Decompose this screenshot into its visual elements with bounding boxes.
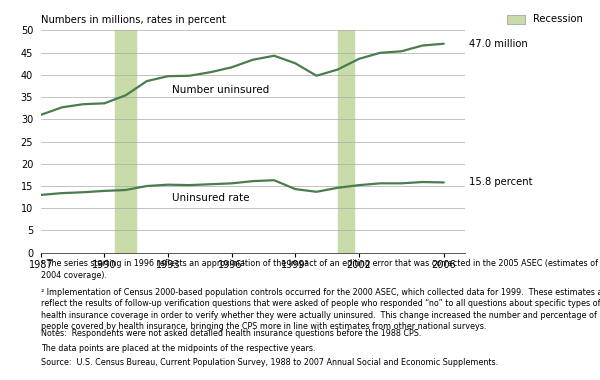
Text: ¹ The series starting in 1996 reflects an approximation of the impact of an edit: ¹ The series starting in 1996 reflects a… (41, 259, 598, 280)
Text: Notes:  Respondents were not asked detailed health insurance questions before th: Notes: Respondents were not asked detail… (41, 329, 421, 339)
Text: Source:  U.S. Census Bureau, Current Population Survey, 1988 to 2007 Annual Soci: Source: U.S. Census Bureau, Current Popu… (41, 358, 498, 367)
Text: Number uninsured: Number uninsured (172, 86, 269, 95)
Bar (338, 30, 353, 253)
Legend: Recession: Recession (507, 14, 583, 24)
Text: The data points are placed at the midpoints of the respective years.: The data points are placed at the midpoi… (41, 344, 316, 353)
Text: 15.8 percent: 15.8 percent (469, 177, 533, 187)
Text: 47.0 million: 47.0 million (469, 39, 528, 49)
Bar (115, 30, 136, 253)
Text: Uninsured rate: Uninsured rate (172, 193, 250, 203)
Text: ² Implementation of Census 2000-based population controls occurred for the 2000 : ² Implementation of Census 2000-based po… (41, 288, 600, 331)
Text: Numbers in millions, rates in percent: Numbers in millions, rates in percent (41, 15, 226, 25)
